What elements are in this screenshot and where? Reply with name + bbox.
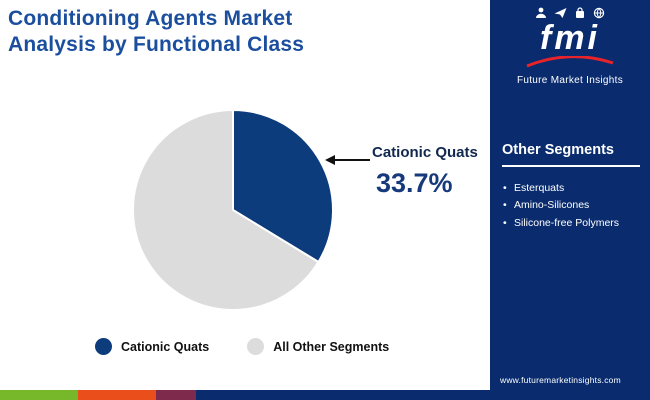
callout-label: Cationic Quats (372, 144, 478, 161)
legend-dot (247, 338, 265, 355)
globe-icon (593, 7, 605, 19)
callout-arrow-icon (325, 155, 370, 165)
brand-tagline: Future Market Insights (516, 75, 624, 86)
list-item: Silicone-free Polymers (503, 215, 644, 233)
pie-slice-cationic-quats (232, 109, 334, 263)
stripe-segment (0, 390, 78, 400)
legend-dot (95, 338, 112, 355)
footer-stripe (0, 390, 650, 400)
legend-label: Cationic Quats (121, 339, 210, 354)
other-segments-list: Esterquats Amino-Silicones Silicone-free… (503, 180, 644, 233)
logo-swoosh-icon (526, 55, 614, 68)
logo-wordmark: fmi (540, 19, 600, 57)
legend-item-all-other-segments: All Other Segments (247, 338, 389, 355)
legend-item-cationic-quats: Cationic Quats (95, 338, 209, 355)
plane-icon (554, 8, 567, 18)
page-title: Conditioning Agents Market Analysis by F… (8, 6, 478, 57)
person-icon (536, 7, 546, 18)
list-item: Esterquats (503, 180, 644, 198)
main-chart-area: Conditioning Agents Market Analysis by F… (8, 6, 478, 355)
pie-slice-all-other-segments (132, 109, 320, 311)
website-link[interactable]: www.futuremarketinsights.com (500, 375, 621, 385)
legend-label: All Other Segments (273, 339, 390, 354)
logo-icons (490, 7, 650, 20)
stripe-segment (196, 390, 650, 400)
page-title-line1: Conditioning Agents Market (8, 7, 293, 30)
brand-logo: fmi Future Market Insights (490, 0, 650, 86)
bag-icon (576, 7, 584, 18)
pie-chart (132, 109, 334, 311)
chart-legend: Cationic Quats All Other Segments (95, 338, 389, 355)
stripe-segment (156, 390, 196, 400)
callout-value: 33.7% (376, 168, 453, 198)
stripe-segment (78, 390, 156, 400)
other-segments-heading: Other Segments (502, 142, 640, 167)
page-title-line2: Analysis by Functional Class (8, 32, 305, 56)
sidebar: fmi Future Market Insights Other Segment… (490, 0, 650, 400)
list-item: Amino-Silicones (503, 197, 644, 215)
